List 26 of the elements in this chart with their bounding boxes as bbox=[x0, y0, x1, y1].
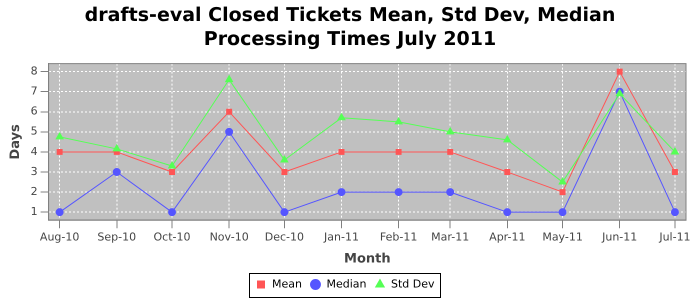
y-tick-label: 6 bbox=[30, 104, 38, 118]
y-tick-label: 1 bbox=[30, 205, 38, 218]
chart-title: drafts-eval Closed Tickets Mean, Std Dev, Median Processing Times July 2011 bbox=[84, 3, 616, 52]
x-axis-title: Month bbox=[344, 252, 391, 267]
y-tick-label: 2 bbox=[30, 184, 38, 198]
y-tick-label: 7 bbox=[30, 84, 38, 98]
x-tick-label: Aug-10 bbox=[40, 230, 80, 244]
y-tick-label: 4 bbox=[30, 144, 38, 158]
x-tick-label: Mar-11 bbox=[431, 230, 470, 244]
y-axis-title: Days bbox=[8, 124, 24, 160]
x-tick-label: Jun-11 bbox=[601, 230, 638, 244]
legend-label: Median bbox=[326, 277, 367, 290]
y-tick-label: 5 bbox=[30, 124, 38, 138]
x-tick-label: May-11 bbox=[542, 230, 583, 244]
y-tick-label: 8 bbox=[30, 64, 38, 78]
legend-label: Mean bbox=[272, 277, 302, 290]
legend-label: Std Dev bbox=[390, 277, 435, 290]
x-tick-label: Jan-11 bbox=[323, 230, 359, 244]
x-tick-label: Apr-11 bbox=[489, 230, 526, 244]
x-tick-label: Dec-10 bbox=[264, 230, 304, 244]
x-tick-label: Nov-10 bbox=[210, 230, 249, 244]
x-tick-label: Oct-10 bbox=[154, 230, 191, 244]
x-tick-label: Sep-10 bbox=[97, 230, 136, 244]
x-tick-label: Feb-11 bbox=[380, 230, 418, 244]
x-tick-label: Jul-11 bbox=[658, 230, 691, 244]
y-tick-label: 3 bbox=[30, 164, 38, 178]
